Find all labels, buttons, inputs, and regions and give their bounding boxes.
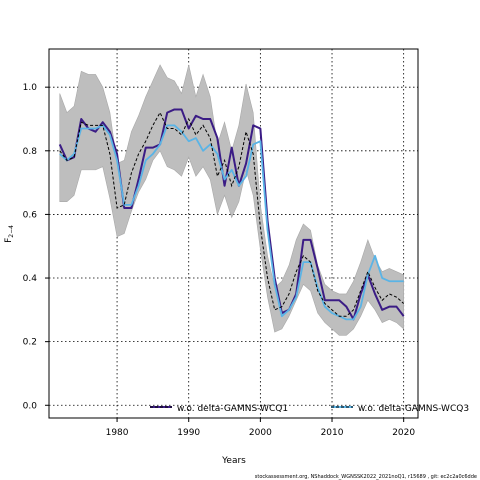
y-tick-label: 1.0 xyxy=(23,83,38,93)
confidence-band xyxy=(59,64,404,336)
plot-frame xyxy=(48,48,419,419)
legend: w.o. delta-GAMNS-WCQ1 w.o. delta-GAMNS-W… xyxy=(150,404,469,414)
y-tick-label: 0.2 xyxy=(23,338,37,348)
x-tick-label: 1980 xyxy=(106,428,129,438)
series-line-gamns-wcq1 xyxy=(58,108,405,321)
y-tick-label: 0.8 xyxy=(23,147,38,157)
x-ticks: 1980 1990 2000 2010 2020 xyxy=(106,418,415,438)
series-line-gamns-wcq3 xyxy=(59,124,404,321)
legend-label-series-a: w.o. delta-GAMNS-WCQ1 xyxy=(177,404,288,414)
footer-note: stockassessment.org, NShaddock_WGNSSK202… xyxy=(255,474,477,480)
x-axis-label: Years xyxy=(221,456,246,466)
legend-label-series-b: w.o. delta-GAMNS-WCQ3 xyxy=(358,404,469,414)
x-tick-label: 2020 xyxy=(392,428,415,438)
series-layer xyxy=(58,108,405,321)
y-ticks: 0.0 0.2 0.4 0.6 0.8 1.0 xyxy=(23,83,49,411)
y-tick-label: 0.0 xyxy=(23,401,38,411)
x-tick-label: 2000 xyxy=(249,428,272,438)
base-run-line xyxy=(59,111,405,317)
y-tick-label: 0.6 xyxy=(23,210,38,220)
y-axis-label: F2−4 xyxy=(4,225,15,243)
x-tick-label: 2010 xyxy=(321,428,344,438)
confidence-band-layer xyxy=(59,64,404,336)
y-tick-label: 0.4 xyxy=(23,274,38,284)
x-tick-label: 1990 xyxy=(177,428,200,438)
